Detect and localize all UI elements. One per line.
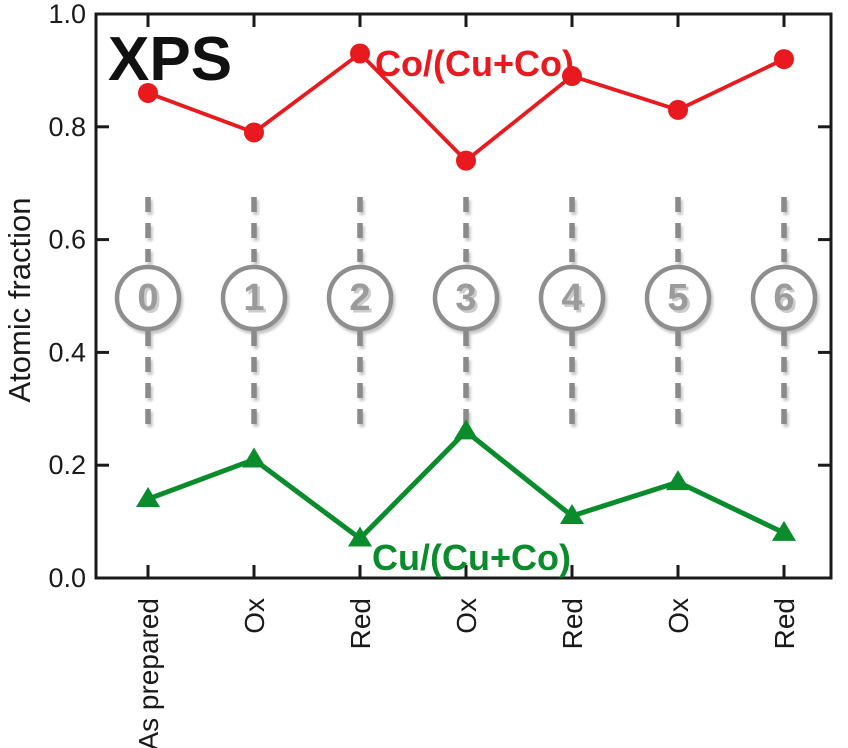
cycle-circle (220, 264, 288, 332)
co-series-point (138, 82, 158, 103)
co-series-point (774, 49, 794, 70)
xps-annotation: XPS (108, 25, 232, 94)
cu-series-line (147, 428, 786, 542)
cycle-markers-group: 00 11 22 33 44 55 66 (114, 197, 818, 430)
x-category-label: Red (769, 598, 800, 649)
cycle-number-shadow: 1 (246, 280, 267, 322)
cu-series-point (454, 419, 478, 440)
x-category-label: Ox (451, 598, 482, 634)
y-tick-label: 0.4 (48, 337, 86, 367)
cycle-circle (538, 264, 606, 332)
cycle-number-shadow: 6 (776, 280, 797, 322)
co-series-point (350, 43, 370, 64)
cu-series-label: Cu/(Cu+Co) (372, 537, 571, 578)
y-tick-label: 0.8 (48, 112, 86, 142)
cu-series-point (348, 526, 372, 547)
plot-border (94, 12, 833, 580)
co-series-point (244, 122, 264, 143)
cu-series-point (136, 487, 160, 508)
cycle-number: 4 (561, 277, 582, 319)
cycle-number: 0 (137, 277, 158, 319)
cycle-number-shadow: 3 (458, 280, 479, 322)
co-series-point (456, 150, 476, 171)
cu-series-point (772, 520, 796, 541)
cycle-number-shadow: 5 (670, 280, 691, 322)
co-series-point (562, 66, 582, 87)
cycle-number: 3 (455, 277, 476, 319)
cycle-circle (326, 264, 394, 332)
cu-series-point (242, 447, 266, 468)
x-category-label: Red (345, 598, 376, 649)
x-category-label: Ox (663, 598, 694, 634)
cycle-circle (114, 264, 182, 332)
cycle-number: 6 (773, 277, 794, 319)
x-category-label: Ox (239, 598, 270, 634)
cycle-circle (644, 264, 712, 332)
cycle-number: 5 (667, 277, 688, 319)
y-tick-label: 0.0 (48, 563, 86, 593)
cycle-number-shadow: 0 (140, 280, 161, 322)
x-category-label: Red (557, 598, 588, 649)
cu-series-point (666, 470, 690, 491)
x-category-label: As prepared (133, 598, 164, 748)
cycle-circle (432, 264, 500, 332)
cycle-number: 2 (349, 277, 370, 319)
co-series-label: Co/(Cu+Co) (375, 43, 574, 84)
y-axis-title: Atomic fraction (2, 197, 37, 402)
cycle-number: 1 (243, 277, 264, 319)
co-series-point (668, 99, 688, 120)
y-tick-label: 0.6 (48, 225, 86, 255)
cycle-number-shadow: 2 (352, 280, 373, 322)
cycle-number-shadow: 4 (564, 280, 585, 322)
y-tick-label: 0.2 (48, 450, 86, 480)
cycle-circle (750, 264, 818, 332)
cu-series-point (560, 503, 584, 524)
y-tick-label: 1.0 (48, 0, 86, 29)
